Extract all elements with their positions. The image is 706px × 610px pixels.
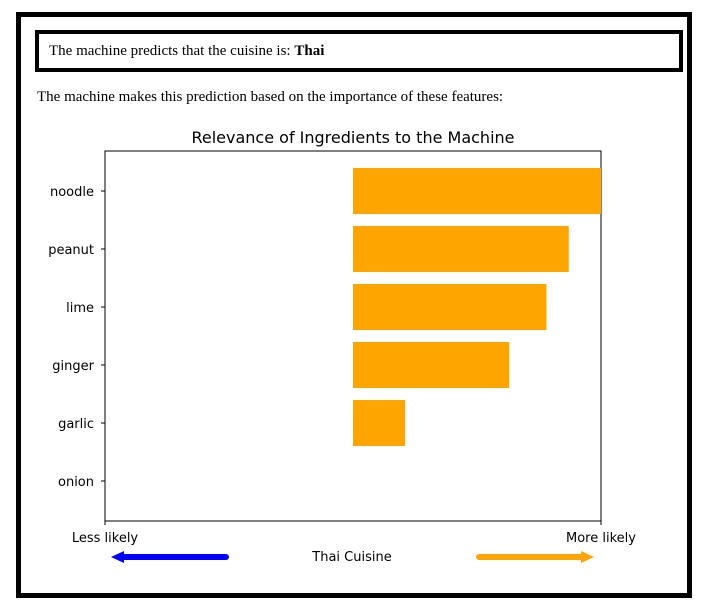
bar-ginger: [353, 342, 510, 388]
bar-garlic: [353, 400, 406, 446]
prediction-box: The machine predicts that the cuisine is…: [35, 30, 683, 72]
bar-peanut: [353, 226, 569, 272]
bar-lime: [353, 284, 547, 330]
y-tick-label-ginger: ginger: [52, 359, 94, 374]
explanation-text: The machine makes this prediction based …: [37, 89, 504, 105]
less-likely-arrow-icon: [111, 551, 229, 563]
y-tick-label-garlic: garlic: [58, 417, 94, 432]
plot-area: [104, 150, 602, 522]
prediction-prefix: The machine predicts that the cuisine is…: [49, 43, 295, 59]
y-tick-label-noodle: noodle: [50, 185, 94, 200]
bar-noodle: [353, 168, 601, 214]
y-tick-label-onion: onion: [58, 475, 94, 490]
predicted-cuisine: Thai: [294, 43, 325, 59]
y-tick-label-lime: lime: [66, 301, 94, 316]
more-likely-arrow-icon: [476, 551, 594, 563]
x-axis-right-label: More likely: [566, 531, 636, 546]
legend-center-label: Thai Cuisine: [311, 550, 391, 565]
chart-title: Relevance of Ingredients to the Machine: [191, 128, 514, 147]
result-panel: The machine predicts that the cuisine is…: [16, 12, 692, 598]
y-tick-label-peanut: peanut: [48, 243, 94, 258]
x-axis-left-label: Less likely: [72, 531, 139, 546]
